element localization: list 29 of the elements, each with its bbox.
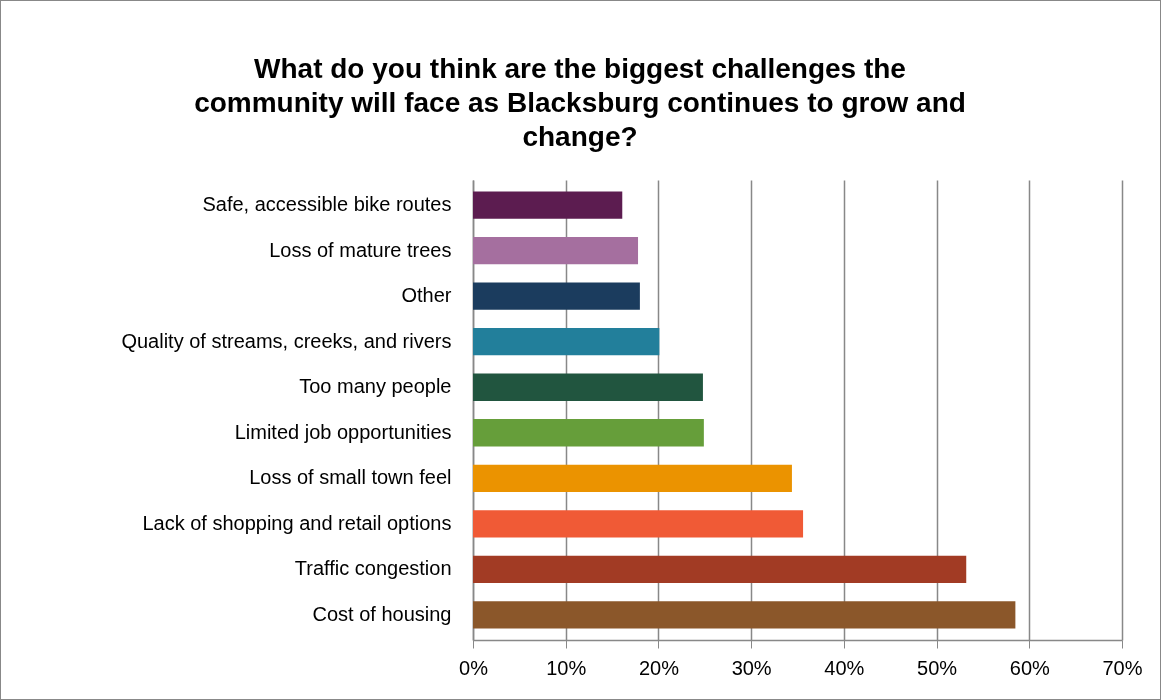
bar (473, 282, 640, 310)
chart-title: What do you think are the biggest challenges the community will face as Blacksburg continues to grow and change? (194, 53, 966, 152)
x-tick-label: 60% (1009, 656, 1051, 679)
y-tick-label: Traffic congestion (294, 557, 452, 580)
y-tick-label: Loss of small town feel (249, 466, 452, 489)
bar (473, 419, 704, 447)
x-tick-label: 50% (917, 656, 958, 679)
y-tick-label: Limited job opportunities (234, 420, 452, 443)
bar (473, 464, 792, 492)
bar (473, 373, 703, 401)
x-tick-label: 30% (731, 656, 772, 679)
x-tick-label: 70% (1102, 656, 1143, 679)
x-tick-label: 40% (824, 656, 865, 679)
x-tick-label: 20% (638, 656, 680, 679)
x-tick-label: 10% (546, 656, 587, 679)
y-tick-label: Too many people (299, 375, 452, 398)
x-tick-label: 0% (459, 656, 489, 679)
y-tick-label: Lack of shopping and retail options (142, 511, 452, 534)
bar (473, 555, 967, 584)
y-tick-label: Other (401, 284, 452, 307)
y-tick-label: Cost of housing (312, 602, 452, 625)
bar (473, 510, 804, 538)
bar (473, 601, 1016, 629)
y-tick-label: Loss of mature trees (269, 238, 452, 261)
y-tick-label: Quality of streams, creeks, and rivers (121, 329, 452, 352)
bar (473, 236, 639, 265)
y-tick-label: Safe, accessible bike routes (202, 193, 452, 216)
bar (473, 191, 623, 219)
bar (473, 328, 660, 356)
